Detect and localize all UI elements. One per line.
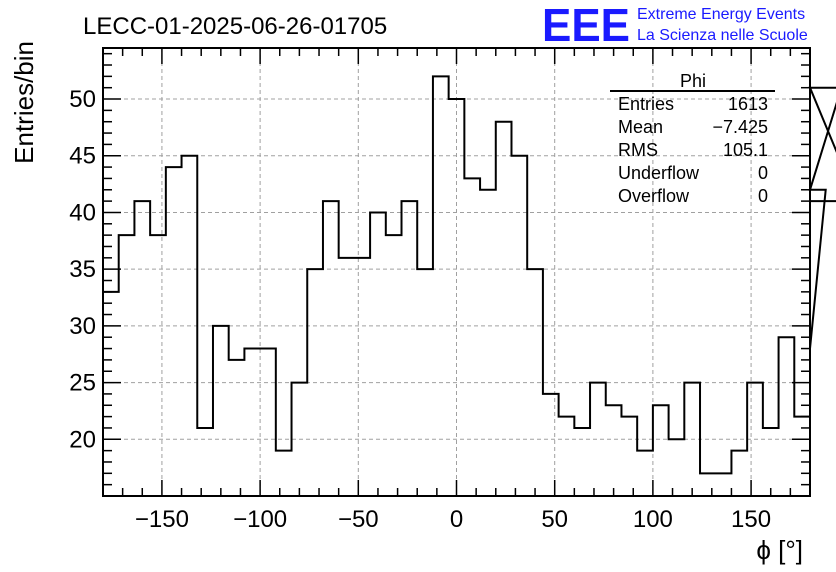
histogram-bin-18 (386, 235, 402, 496)
histogram-bin-29 (559, 417, 575, 496)
y-tick-label-6: 50 (69, 86, 96, 113)
histogram-bin-4 (166, 167, 182, 496)
histogram-bin-42 (763, 428, 779, 496)
stats-label-underflow: Underflow (618, 163, 700, 183)
histogram-bin-23 (464, 178, 480, 496)
histogram-bin-14 (323, 201, 339, 496)
eee-logo-line1: Extreme Energy Events (637, 6, 805, 23)
histogram-bin-43 (779, 337, 795, 496)
x-tick-label-5: 100 (633, 506, 673, 533)
histogram-bin-15 (339, 258, 355, 496)
eee-logo: EEE Extreme Energy Events La Scienza nel… (542, 0, 808, 51)
histogram-bin-16 (354, 258, 370, 496)
histogram-bin-33 (621, 417, 637, 496)
histogram-bin-10 (260, 349, 276, 496)
stats-value-mean: −7.425 (712, 117, 768, 137)
x-tick-labels: −150 −100 −50 0 50 100 150 (135, 506, 771, 533)
x-tick-label-4: 50 (541, 506, 568, 533)
x-tick-label-1: −100 (233, 506, 287, 533)
x-axis-label: ϕ [°] (756, 535, 803, 565)
x-tick-label-3: 0 (450, 506, 463, 533)
y-tick-label-3: 35 (69, 256, 96, 283)
histogram-bin-8 (229, 360, 245, 496)
histogram-bin-28 (543, 394, 559, 496)
stats-value-rms: 105.1 (723, 140, 768, 160)
y-tick-label-5: 45 (69, 143, 96, 170)
histogram-bin-32 (606, 405, 622, 496)
x-tick-label-0: −150 (135, 506, 189, 533)
stats-label-entries: Entries (618, 94, 674, 114)
histogram-bin-21 (433, 76, 449, 496)
y-axis-label: Entries/bin (9, 41, 39, 164)
histogram-bin-17 (370, 212, 386, 496)
y-tick-label-2: 30 (69, 313, 96, 340)
stats-value-entries: 1613 (728, 94, 768, 114)
stats-label-mean: Mean (618, 117, 663, 137)
stats-box: Phi Entries 1613 Mean −7.425 RMS 105.1 Underfl… (610, 71, 775, 206)
axis-ticks (103, 48, 810, 496)
histogram-bin-35 (653, 405, 669, 496)
histogram-series-line (102, 75, 836, 496)
stats-box-rows: Entries 1613 Mean −7.425 RMS 105.1 Underflow 0 O… (618, 94, 768, 206)
y-tick-label-1: 25 (69, 370, 96, 397)
y-tick-label-0: 20 (69, 426, 96, 453)
stats-value-overflow: 0 (758, 186, 768, 206)
histogram-bin-38 (700, 473, 716, 496)
stats-label-rms: RMS (618, 140, 658, 160)
histogram-bin-1 (119, 235, 135, 496)
x-tick-label-6: 150 (731, 506, 771, 533)
y-tick-label-4: 40 (69, 199, 96, 226)
stats-label-overflow: Overflow (618, 186, 690, 206)
y-tick-labels: 20 25 30 35 40 45 50 (69, 86, 96, 453)
eee-logo-line2: La Scienza nelle Scuole (637, 27, 808, 44)
x-tick-label-2: −50 (338, 506, 379, 533)
histogram-bin-2 (134, 201, 150, 496)
histogram-bin-30 (574, 428, 590, 496)
eee-logo-mark: EEE (542, 0, 630, 51)
histogram-bin-25 (496, 122, 512, 496)
chart-title: LECC-01-2025-06-26-01705 (83, 13, 387, 40)
histogram-bin-3 (150, 235, 166, 496)
histogram-bin-39 (716, 473, 732, 496)
histogram-bin-24 (480, 190, 496, 496)
histogram-bin-7 (213, 326, 229, 496)
stats-value-underflow: 0 (758, 163, 768, 183)
histogram-bin-40 (731, 451, 747, 496)
histogram-bin-9 (244, 349, 260, 496)
histogram-bin-19 (402, 201, 418, 496)
histogram-bin-6 (197, 428, 213, 496)
histogram-bin-11 (276, 451, 292, 496)
stats-box-title: Phi (680, 71, 706, 91)
histogram-bin-34 (637, 451, 653, 496)
histogram-bin-36 (669, 439, 685, 496)
